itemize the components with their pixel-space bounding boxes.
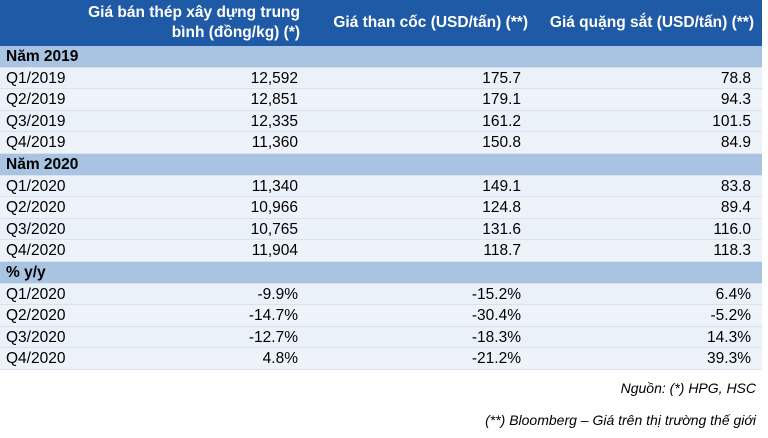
steel-price-cell: 10,966 (250, 199, 298, 217)
table-row: Q1/2020 -9.9% -15.2% 6.4% (0, 283, 762, 306)
coking-coal-cell: -30.4% (471, 307, 521, 325)
section-row: Năm 2019 (0, 46, 762, 68)
coking-coal-cell: 124.8 (482, 199, 521, 217)
table-row: Q2/2019 12,851 179.1 94.3 (0, 89, 762, 111)
iron-ore-cell: 116.0 (713, 220, 751, 238)
period-cell: Q3/2020 (6, 220, 66, 238)
source-note: Nguồn: (*) HPG, HSC (620, 380, 756, 396)
iron-ore-cell: -5.2% (710, 307, 752, 325)
period-cell: Q4/2020 (6, 242, 66, 260)
steel-price-cell: 10,765 (250, 220, 298, 238)
table-header: Giá bán thép xây dựng trung bình (đồng/k… (0, 0, 762, 46)
table-row: Q3/2020 -12.7% -18.3% 14.3% (0, 326, 762, 349)
table-row: Q1/2020 11,340 149.1 83.8 (0, 175, 762, 198)
coking-coal-cell: 118.7 (483, 242, 521, 260)
iron-ore-cell: 78.8 (720, 69, 751, 87)
table-row: Q1/2019 12,592 175.7 78.8 (0, 67, 762, 90)
period-cell: Q2/2019 (6, 91, 66, 109)
table-row: Q4/2019 11,360 150.8 84.9 (0, 132, 762, 154)
steel-price-cell: -12.7% (248, 328, 298, 346)
iron-ore-cell: 94.3 (720, 91, 751, 109)
coking-coal-cell: 131.6 (482, 220, 521, 238)
bloomberg-note: (**) Bloomberg – Giá trên thị trường thế… (485, 412, 756, 428)
period-cell: Q2/2020 (6, 199, 66, 217)
coking-coal-cell: 175.7 (482, 69, 521, 87)
steel-price-cell: -14.7% (248, 307, 298, 325)
iron-ore-cell: 6.4% (715, 285, 751, 303)
section-title: Năm 2019 (6, 48, 79, 65)
coking-coal-cell: 161.2 (482, 112, 521, 130)
period-cell: Q1/2019 (6, 69, 66, 87)
table-row: Q2/2020 -14.7% -30.4% -5.2% (0, 305, 762, 327)
table-row: Q4/2020 4.8% -21.2% 39.3% (0, 348, 762, 370)
iron-ore-cell: 83.8 (720, 177, 751, 195)
steel-price-cell: 12,851 (250, 91, 298, 109)
period-cell: Q4/2019 (6, 134, 66, 152)
section-row: % y/y (0, 261, 762, 284)
period-cell: Q2/2020 (6, 307, 66, 325)
header-coking-coal-price: Giá than cốc (USD/tấn) (**) (333, 14, 528, 31)
table-body: Năm 2019 Q1/2019 12,592 175.7 78.8 Q2/2019 12,… (0, 46, 762, 370)
iron-ore-cell: 89.4 (720, 199, 751, 217)
section-row: Năm 2020 (0, 153, 762, 176)
coking-coal-cell: 179.1 (482, 91, 521, 109)
coking-coal-cell: 149.1 (482, 177, 521, 195)
coking-coal-cell: -15.2% (471, 285, 521, 303)
iron-ore-cell: 118.3 (713, 242, 751, 260)
period-cell: Q4/2020 (6, 350, 66, 368)
header-steel-price: Giá bán thép xây dựng trung bình (đồng/k… (88, 4, 300, 41)
steel-price-cell: 12,592 (250, 69, 298, 87)
section-title: % y/y (6, 263, 46, 281)
iron-ore-cell: 84.9 (720, 134, 751, 152)
steel-price-cell: -9.9% (257, 285, 299, 303)
table-row: Q3/2019 12,335 161.2 101.5 (0, 110, 762, 133)
table-row: Q2/2020 10,966 124.8 89.4 (0, 197, 762, 219)
period-cell: Q1/2020 (6, 177, 66, 195)
coking-coal-cell: 150.8 (482, 134, 521, 152)
steel-price-cell: 11,340 (251, 177, 298, 195)
period-cell: Q3/2020 (6, 328, 66, 346)
section-title: Năm 2020 (6, 155, 79, 173)
period-cell: Q1/2020 (6, 285, 66, 303)
steel-price-cell: 11,904 (251, 242, 298, 260)
steel-price-cell: 11,360 (251, 134, 298, 152)
table-row: Q4/2020 11,904 118.7 118.3 (0, 240, 762, 262)
iron-ore-cell: 14.3% (707, 328, 751, 346)
table-row: Q3/2020 10,765 131.6 116.0 (0, 218, 762, 241)
steel-price-cell: 4.8% (262, 350, 298, 368)
coking-coal-cell: -18.3% (471, 328, 521, 346)
iron-ore-cell: 39.3% (707, 350, 751, 368)
iron-ore-cell: 101.5 (712, 112, 751, 130)
header-iron-ore-price: Giá quặng sắt (USD/tấn) (**) (549, 14, 754, 31)
period-cell: Q3/2019 (6, 112, 66, 130)
steel-price-cell: 12,335 (250, 112, 298, 130)
coking-coal-cell: -21.2% (471, 350, 521, 368)
